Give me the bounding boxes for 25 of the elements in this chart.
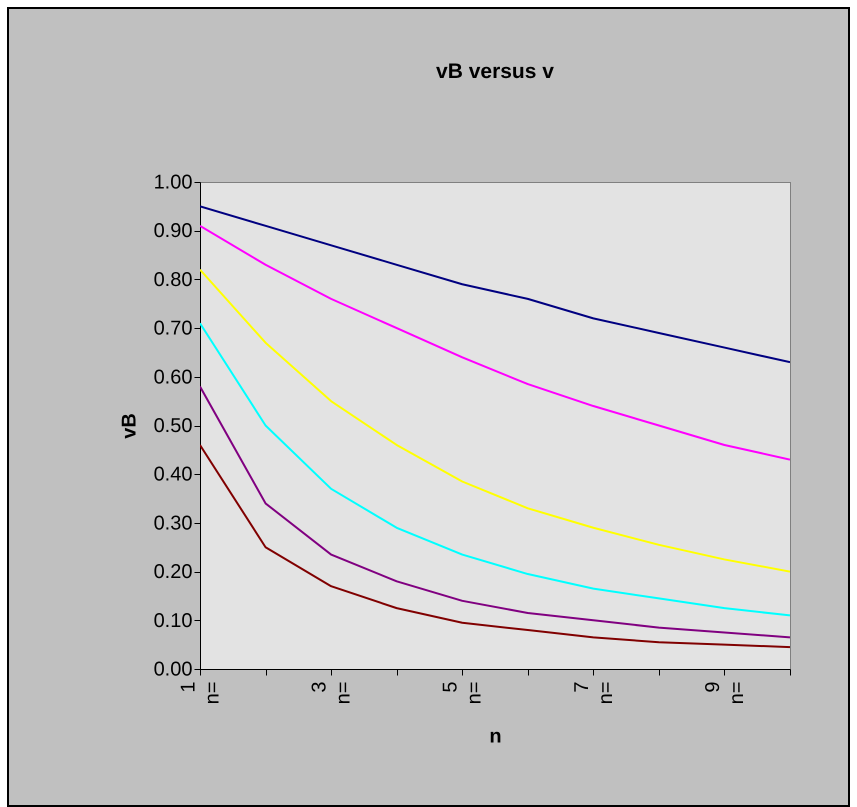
x-tick-label: 7 n=: [570, 682, 617, 704]
y-tick-label: 0.90: [154, 220, 192, 242]
line-series: [200, 444, 790, 648]
x-tick-label: 1 n=: [178, 682, 224, 704]
line-series: [200, 224, 790, 461]
y-tick-label: 0.80: [154, 268, 192, 291]
y-tick-label: 0.60: [154, 366, 192, 388]
line-series: [200, 322, 790, 616]
chart-title: vB versus v: [436, 60, 554, 83]
y-tick-label: 0.30: [154, 512, 192, 534]
y-tick-label: 0.40: [154, 464, 192, 486]
x-tick-label: 3 n=: [308, 682, 355, 704]
y-tick-label: 0.00: [154, 658, 192, 680]
y-tick-label: 1.00: [154, 172, 192, 194]
y-tick-label: 0.10: [154, 610, 192, 632]
x-tick-label: 5 n=: [440, 682, 486, 704]
y-axis-title: vB: [118, 413, 141, 439]
x-tick-label: 9 n=: [702, 682, 748, 704]
y-tick-label: 0.20: [154, 561, 192, 584]
y-tick-label: 0.50: [154, 415, 192, 437]
line-series: [200, 205, 790, 364]
y-tick-label: 0.70: [154, 318, 192, 340]
line-series: [200, 268, 790, 573]
x-axis-title: n: [489, 725, 502, 748]
line-series: [200, 386, 790, 638]
